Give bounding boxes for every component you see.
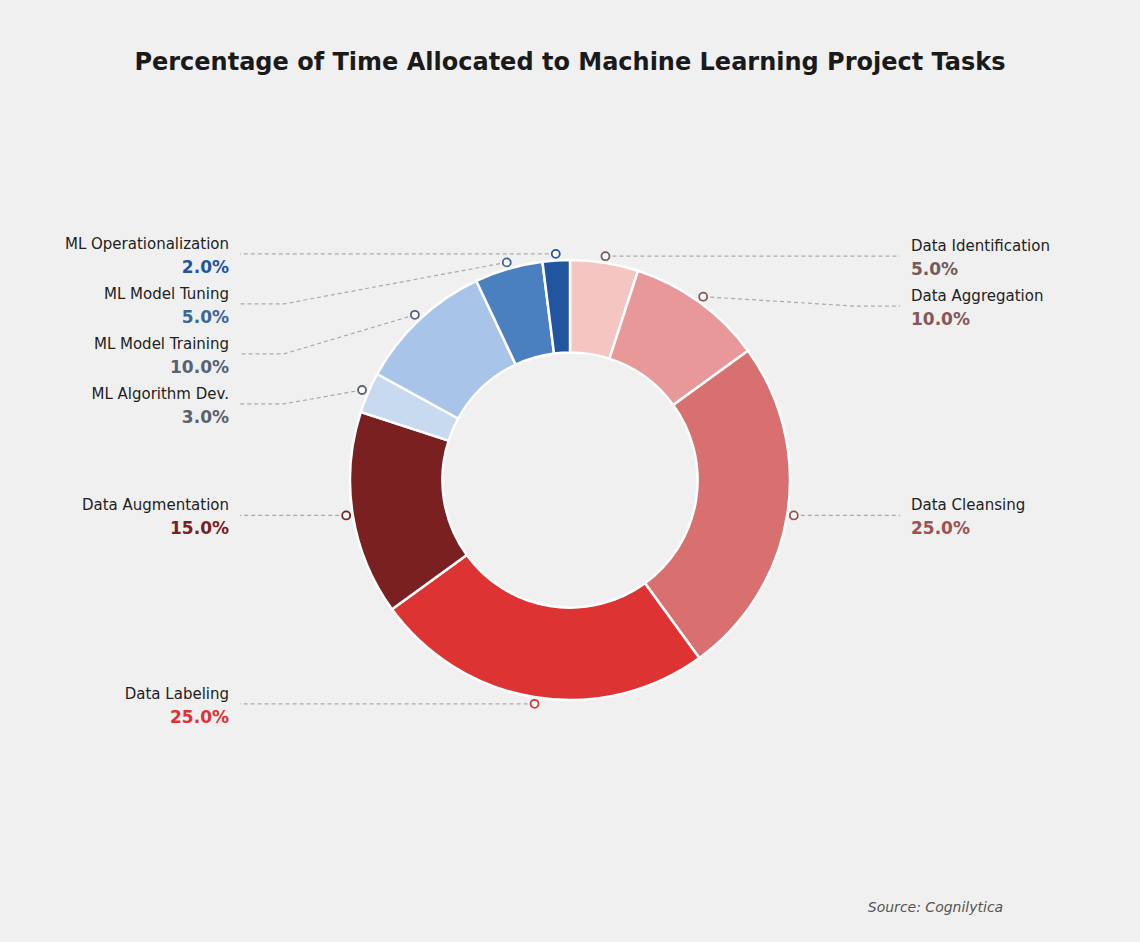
- connector: [240, 390, 362, 404]
- category-label: ML Model Tuning: [104, 285, 229, 303]
- label-dot: [699, 293, 707, 301]
- connector: [240, 262, 507, 303]
- connector: [240, 253, 556, 254]
- data-label: 3.0%: [182, 407, 229, 427]
- connector: [794, 515, 900, 516]
- data-label: 15.0%: [170, 518, 229, 538]
- connector: [240, 315, 415, 354]
- slice: [542, 260, 570, 353]
- connector: [240, 515, 346, 516]
- data-label: 5.0%: [182, 307, 229, 327]
- label-dot: [342, 511, 350, 519]
- category-label: Data Augmentation: [82, 496, 229, 514]
- data-label: 25.0%: [911, 518, 970, 538]
- source: Source: Cognilytica: [868, 899, 1003, 915]
- label-dot: [790, 511, 798, 519]
- label-dot: [411, 311, 419, 319]
- label-dot: [531, 700, 539, 708]
- title: Percentage of Time Allocated to Machine …: [134, 48, 1005, 76]
- category-label: Data Identification: [911, 237, 1050, 255]
- connector: [240, 703, 535, 704]
- chart: Percentage of Time Allocated to Machine …: [0, 0, 1140, 942]
- category-label: Data Cleansing: [911, 496, 1025, 514]
- category-label: ML Algorithm Dev.: [91, 385, 229, 403]
- label-dot: [601, 252, 609, 260]
- category-label: Data Labeling: [125, 685, 229, 703]
- connector: [703, 297, 900, 307]
- slices: [350, 260, 790, 700]
- label-dot: [358, 386, 366, 394]
- label-dot: [503, 258, 511, 266]
- label-dot: [552, 250, 560, 258]
- category-label: ML Model Training: [94, 335, 229, 353]
- data-label: 5.0%: [911, 259, 958, 279]
- category-label: Data Aggregation: [911, 287, 1043, 305]
- data-label: 25.0%: [170, 707, 229, 727]
- slice: [476, 262, 554, 365]
- connector: [605, 256, 900, 257]
- labels: Data Identification 5.0% Data Aggregation 1…: [65, 235, 1050, 727]
- category-label: ML Operationalization: [65, 235, 229, 253]
- data-label: 10.0%: [911, 309, 970, 329]
- data-label: 10.0%: [170, 357, 229, 377]
- data-label: 2.0%: [182, 257, 229, 277]
